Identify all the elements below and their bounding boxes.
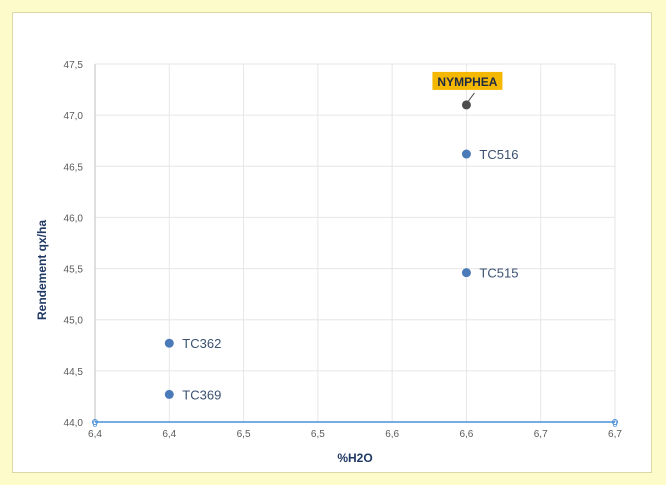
- highlight-point: [461, 100, 471, 110]
- callout-leader: [468, 92, 475, 102]
- tick-labels: 6,4 6,4 6,5 6,5 6,6 6,6 6,7 6,7 44,0 44,5 45,0 45,5…: [64, 60, 623, 440]
- baseline-end-marker: [612, 419, 618, 425]
- x-tick-label: 6,4: [162, 429, 176, 440]
- y-tick-label: 44,5: [64, 367, 84, 378]
- grid: [94, 63, 616, 423]
- y-tick-label: 46,5: [64, 162, 84, 173]
- data-point-label: TC369: [182, 387, 221, 402]
- baseline-end-label: 0: [92, 419, 97, 429]
- x-tick-label: 6,6: [459, 429, 473, 440]
- y-tick-label: 44,0: [64, 418, 84, 429]
- data-point-label: TC516: [479, 147, 518, 162]
- y-tick-label: 46,0: [64, 213, 84, 224]
- y-tick-label: 45,0: [64, 316, 84, 327]
- x-tick-label: 6,7: [534, 429, 548, 440]
- x-axis-title: %H2O: [337, 451, 372, 465]
- y-tick-label: 47,5: [64, 60, 84, 71]
- y-axis-title: Rendement qx/ha: [35, 220, 49, 320]
- data-point: [461, 149, 471, 159]
- data-point: [164, 338, 174, 348]
- x-tick-label: 6,5: [237, 429, 251, 440]
- baseline-end-label: 0: [612, 419, 617, 429]
- x-tick-label: 6,6: [385, 429, 399, 440]
- data-point-label: TC362: [182, 336, 221, 351]
- baseline-end-marker: [92, 419, 98, 425]
- y-tick-label: 45,5: [64, 265, 84, 276]
- x-tick-label: 6,7: [608, 429, 622, 440]
- highlight-label: NYMPHEA: [437, 75, 497, 89]
- callout-box: [432, 71, 503, 90]
- data-points: TC362 TC369 TC516 TC515 NYMPHEA: [164, 71, 518, 402]
- data-point: [461, 268, 471, 278]
- y-tick-label: 47,0: [64, 111, 84, 122]
- data-point-label: TC515: [479, 266, 518, 281]
- data-point: [164, 389, 174, 399]
- x-tick-label: 6,4: [88, 429, 102, 440]
- x-tick-label: 6,5: [311, 429, 325, 440]
